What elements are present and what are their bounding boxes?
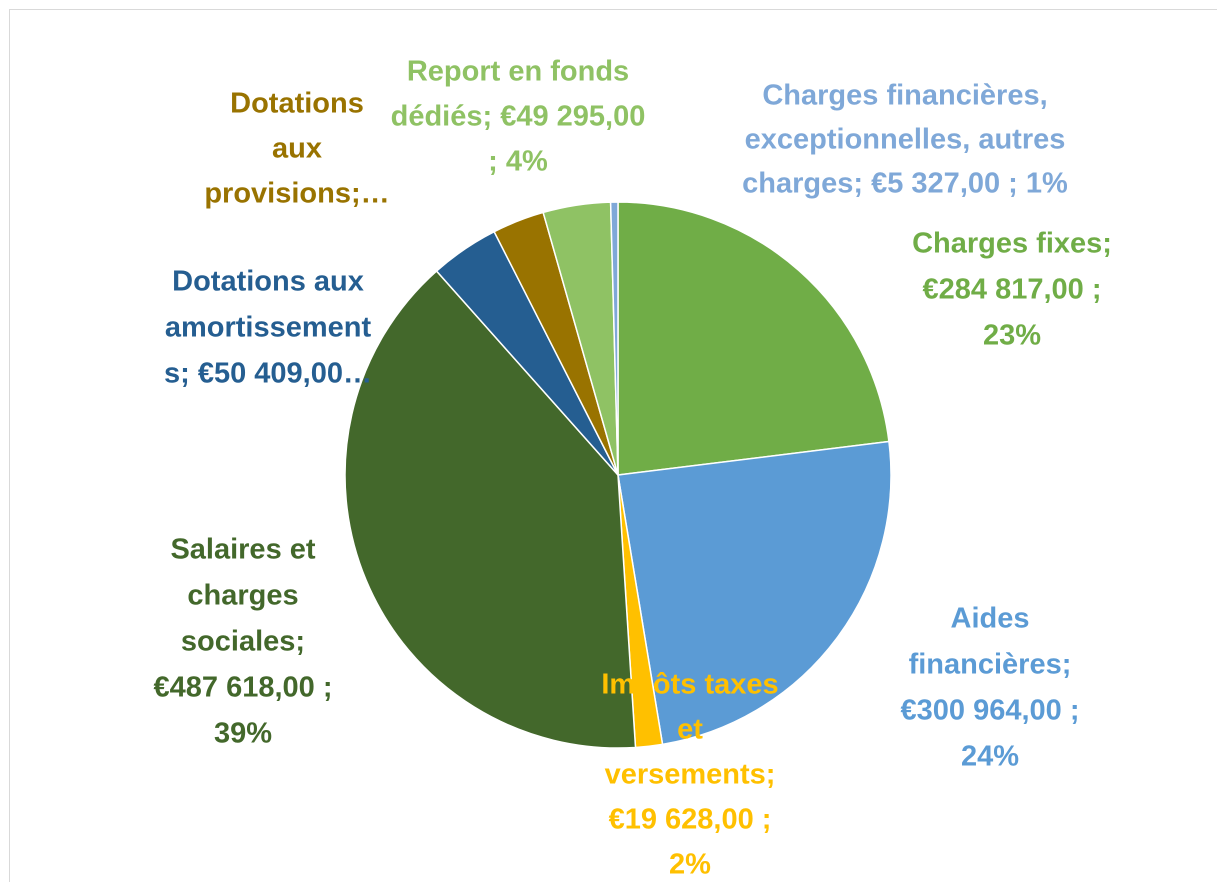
data-label: Charges fixes; [912,228,1112,260]
data-label: Salaires et [170,534,315,566]
data-label: Charges financières, [762,80,1047,112]
data-labels: Charges fixes; €284 817,00 ; 23% Aides finan… [154,56,1112,881]
data-label: aux [272,133,322,165]
data-label: sociales; [181,626,305,658]
data-label: versements; [605,759,776,791]
data-label: €487 618,00 ; [154,672,333,704]
pie [344,201,892,749]
data-label: exceptionnelles, autres [745,124,1066,156]
data-label: ; 4% [488,146,548,178]
pie-slice [344,269,637,749]
data-label: s; €50 409,00… [164,358,372,390]
data-label: Report en fonds [407,56,629,88]
data-label: 39% [214,718,272,750]
data-label: Dotations aux [172,266,364,298]
data-label: et [677,714,703,746]
data-label: charges [187,580,298,612]
data-label: 24% [961,741,1019,773]
data-label: 2% [669,849,711,881]
data-label: financières; [909,649,1072,681]
data-label: Impôts taxes [601,669,778,701]
pie-slice [617,201,890,476]
data-label: €19 628,00 ; [609,804,772,836]
data-label: provisions;… [204,178,389,210]
pie-slice [617,440,892,746]
data-label: amortissement [165,312,372,344]
data-label: €284 817,00 ; [923,274,1102,306]
data-label: €300 964,00 ; [901,695,1080,727]
data-label: 23% [983,320,1041,352]
data-label: dédiés; €49 295,00 [391,101,646,133]
data-label: charges; €5 327,00 ; 1% [742,168,1068,200]
pie-slice [609,201,619,476]
data-label: Dotations [230,88,364,120]
data-label: Aides [951,603,1030,635]
